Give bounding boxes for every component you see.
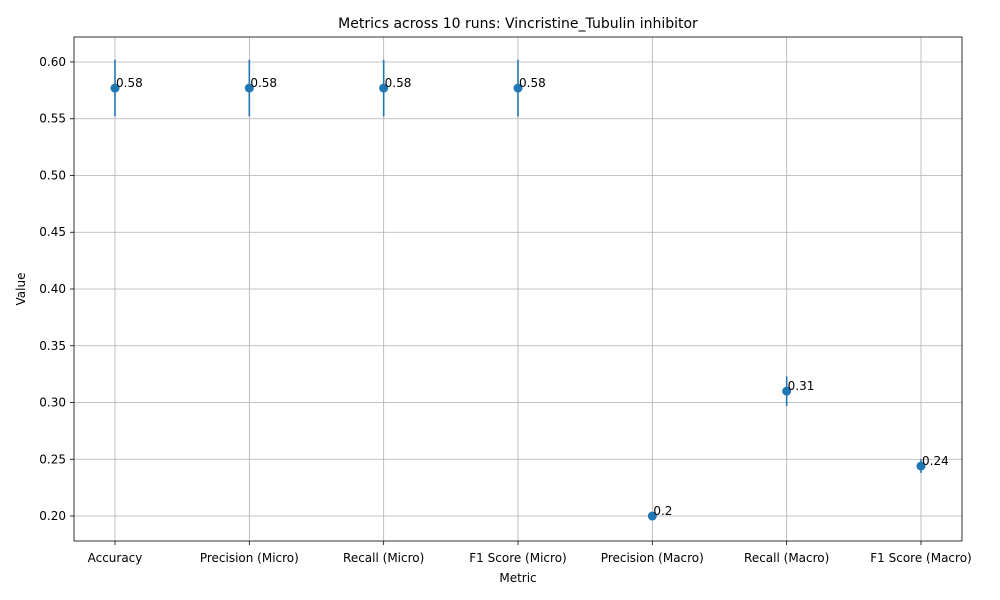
x-tick-label: Precision (Micro) xyxy=(200,551,299,565)
data-point xyxy=(916,461,926,471)
y-tick-label: 0.60 xyxy=(39,55,66,69)
data-label: 0.58 xyxy=(519,76,546,90)
data-point xyxy=(513,83,523,93)
data-label: 0.58 xyxy=(385,76,412,90)
x-tick-label: Precision (Macro) xyxy=(601,551,704,565)
y-axis-label: Value xyxy=(14,273,28,306)
y-tick-label: 0.40 xyxy=(39,282,66,296)
y-tick-label: 0.30 xyxy=(39,396,66,410)
y-axis-ticks: 0.20 0.25 0.30 0.35 0.40 0.45 0.50 0.55 0.60 xyxy=(39,55,74,523)
data-point xyxy=(379,83,389,93)
data-label: 0.2 xyxy=(653,504,672,518)
y-tick-label: 0.55 xyxy=(39,112,66,126)
y-tick-label: 0.25 xyxy=(39,452,66,466)
x-tick-label: F1 Score (Macro) xyxy=(870,551,971,565)
chart-title: Metrics across 10 runs: Vincristine_Tubu… xyxy=(338,16,698,32)
y-tick-label: 0.50 xyxy=(39,168,66,182)
x-tick-label: F1 Score (Micro) xyxy=(469,551,566,565)
data-point xyxy=(782,386,792,396)
data-point xyxy=(110,83,120,93)
data-label: 0.58 xyxy=(116,76,143,90)
data-label: 0.31 xyxy=(788,379,815,393)
x-tick-label: Recall (Micro) xyxy=(343,551,424,565)
x-axis-ticks: Accuracy Precision (Micro) Recall (Micro) F… xyxy=(88,541,972,565)
x-tick-label: Recall (Macro) xyxy=(744,551,829,565)
data-series: 0.58 0.58 0.58 0.58 0.2 0.31 0.24 xyxy=(110,59,949,521)
data-label: 0.58 xyxy=(250,76,277,90)
y-tick-label: 0.35 xyxy=(39,339,66,353)
grid-lines xyxy=(74,37,962,541)
data-label: 0.24 xyxy=(922,454,949,468)
y-tick-label: 0.45 xyxy=(39,225,66,239)
y-tick-label: 0.20 xyxy=(39,509,66,523)
plot-area-frame xyxy=(73,36,963,542)
x-axis-label: Metric xyxy=(499,571,536,585)
data-point xyxy=(244,83,254,93)
data-point xyxy=(647,511,657,521)
x-tick-label: Accuracy xyxy=(88,551,143,565)
